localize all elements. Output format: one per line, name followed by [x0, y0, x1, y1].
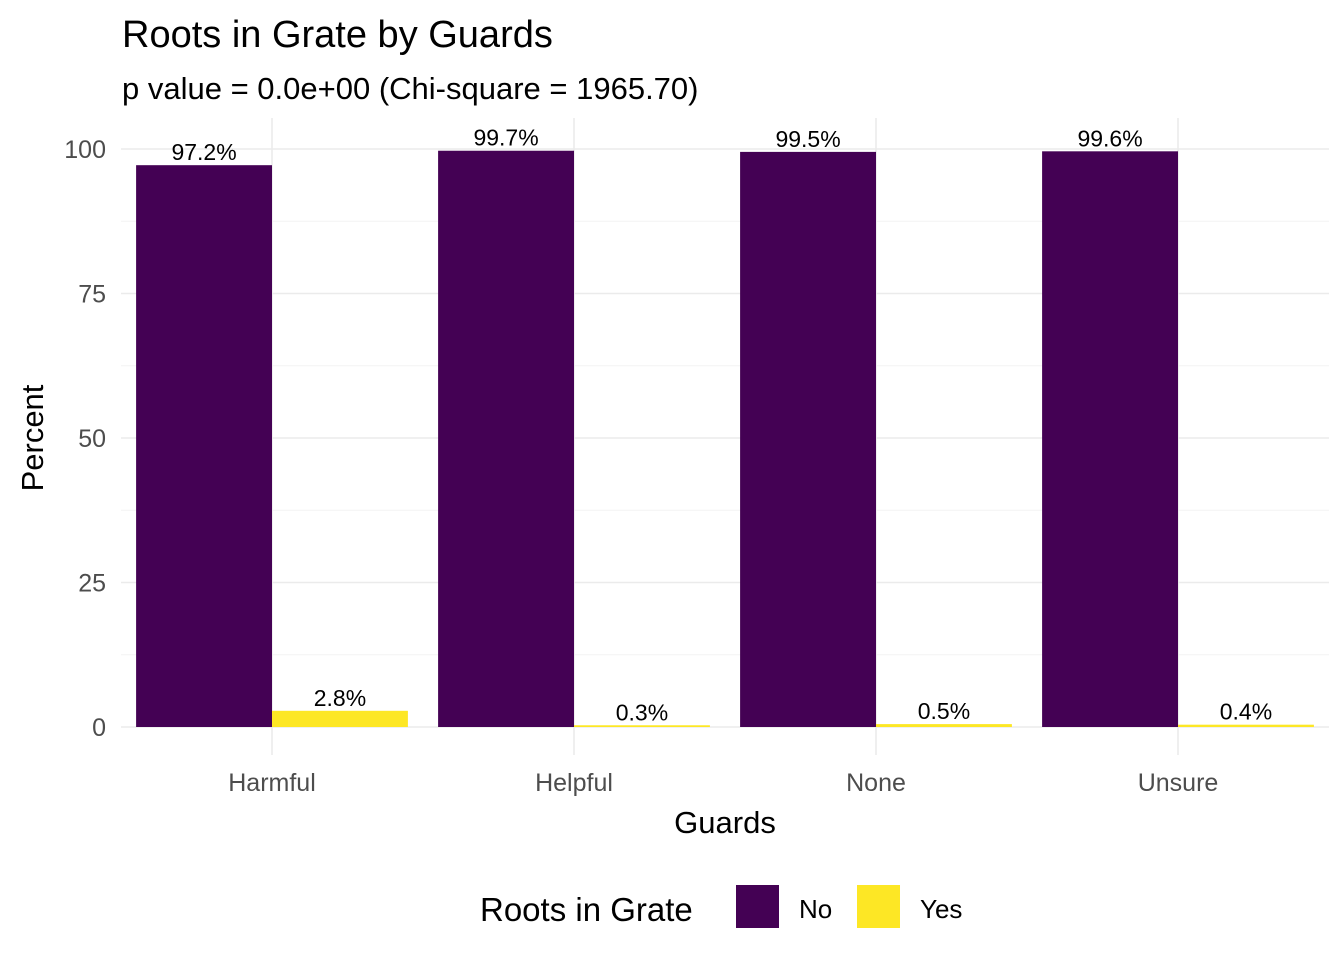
bar-yes-harmful	[272, 710, 408, 727]
y-axis-ticks: 0 25 50 75 100	[64, 136, 106, 742]
y-tick-label: 75	[78, 281, 106, 309]
y-tick-label: 100	[64, 136, 106, 164]
legend: Roots in Grate No Yes	[480, 885, 962, 928]
data-label-no-harmful: 97.2%	[171, 139, 236, 165]
data-label-yes-harmful: 2.8%	[314, 685, 366, 711]
bar-yes-none	[876, 724, 1012, 727]
data-labels: 97.2% 2.8% 99.7% 0.3% 99.5% 0.5% 99.6% 0.4%	[171, 125, 1272, 726]
data-label-yes-unsure: 0.4%	[1220, 699, 1272, 725]
legend-swatch-yes	[857, 885, 900, 928]
bar-no-none	[740, 151, 876, 727]
x-tick-label: Unsure	[1138, 769, 1219, 797]
chart-title: Roots in Grate by Guards	[122, 14, 553, 56]
y-tick-label: 25	[78, 570, 106, 598]
legend-label-no: No	[799, 894, 832, 924]
bar-yes-helpful	[574, 725, 710, 727]
bars	[136, 150, 1314, 727]
y-tick-label: 0	[92, 714, 106, 742]
x-tick-label: Harmful	[228, 769, 316, 797]
y-axis-title: Percent	[15, 384, 50, 491]
x-tick-label: Helpful	[535, 769, 613, 797]
data-label-no-none: 99.5%	[775, 126, 840, 152]
bar-no-helpful	[438, 150, 574, 727]
x-tick-label: None	[846, 769, 906, 797]
data-label-no-helpful: 99.7%	[473, 125, 538, 151]
legend-title: Roots in Grate	[480, 891, 693, 928]
chart-subtitle: p value = 0.0e+00 (Chi-square = 1965.70)	[122, 71, 698, 106]
data-label-yes-none: 0.5%	[918, 698, 970, 724]
legend-swatch-no	[736, 885, 779, 928]
x-axis-title: Guards	[674, 805, 776, 840]
y-tick-label: 50	[78, 425, 106, 453]
bar-no-harmful	[136, 165, 272, 727]
data-label-yes-helpful: 0.3%	[616, 699, 668, 725]
x-axis-ticks: Harmful Helpful None Unsure	[228, 769, 1218, 797]
legend-label-yes: Yes	[920, 894, 962, 924]
bar-yes-unsure	[1178, 724, 1314, 727]
data-label-no-unsure: 99.6%	[1077, 125, 1142, 151]
bar-no-unsure	[1042, 151, 1178, 727]
